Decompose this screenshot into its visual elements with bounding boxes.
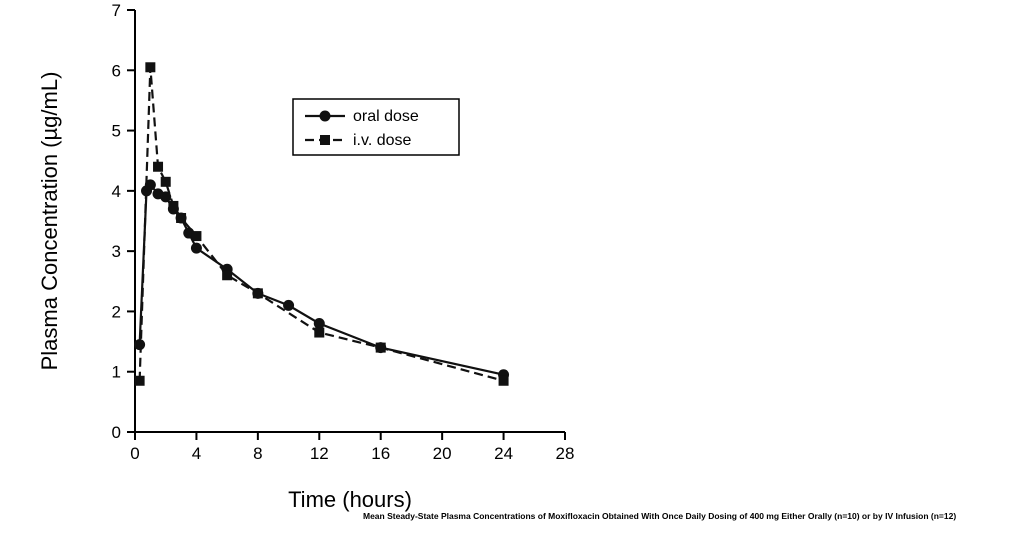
marker-circle [160,191,172,203]
series-line-circle [138,182,504,376]
x-tick-label: 24 [494,444,513,463]
y-tick-label: 2 [112,302,121,321]
legend-label: i.v. dose [353,132,412,149]
marker-circle [134,339,146,351]
x-tick-label: 16 [371,444,390,463]
figure-caption: Mean Steady-State Plasma Concentrations … [363,511,957,521]
marker-square [498,375,509,386]
marker-circle [144,179,156,191]
y-tick-label: 6 [112,61,121,80]
legend-box [292,98,460,156]
x-tick-label: 20 [433,444,452,463]
y-tick-label: 7 [112,1,121,20]
x-axis-label: Time (hours) [288,487,412,512]
y-axis-label: Plasma Concentration (µg/mL) [37,72,62,371]
legend-marker-square [320,135,330,145]
marker-square [145,62,156,73]
marker-square [176,212,187,223]
marker-circle [283,299,295,311]
marker-square [191,231,202,242]
marker-square [222,270,233,281]
marker-square [134,375,145,386]
x-tick-label: 8 [253,444,262,463]
x-tick-label: 28 [556,444,575,463]
marker-circle [190,242,202,254]
marker-circle [313,317,325,329]
marker-square [375,342,386,353]
y-tick-label: 3 [112,242,121,261]
marker-square [252,288,263,299]
x-tick-label: 12 [310,444,329,463]
y-tick-label: 0 [112,423,121,442]
legend-label: oral dose [353,108,419,125]
marker-square [153,161,164,172]
x-tick-label: 4 [192,444,201,463]
marker-square [314,327,325,338]
marker-square [168,200,179,211]
marker-square [160,176,171,187]
series-line-square [138,67,504,382]
x-tick-label: 0 [130,444,139,463]
y-tick-label: 1 [112,363,121,382]
y-tick-label: 4 [112,182,121,201]
y-tick-label: 5 [112,122,121,141]
legend-marker-circle [319,110,331,122]
